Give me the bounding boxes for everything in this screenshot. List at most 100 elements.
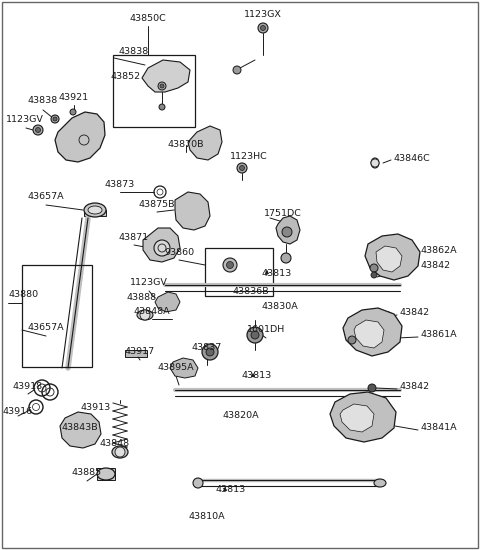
Text: 43870B: 43870B: [168, 140, 204, 148]
Circle shape: [160, 84, 164, 88]
Text: 43921: 43921: [59, 92, 89, 102]
Text: 43838: 43838: [28, 96, 58, 104]
Text: 1123HC: 1123HC: [230, 151, 268, 161]
Ellipse shape: [371, 158, 379, 168]
Bar: [113, 55, 195, 127]
Circle shape: [70, 109, 76, 115]
Text: 43861A: 43861A: [420, 331, 456, 339]
Text: 43657A: 43657A: [28, 191, 64, 201]
Circle shape: [240, 166, 244, 170]
Text: 1123GV: 1123GV: [130, 278, 168, 288]
Text: 43813: 43813: [242, 371, 272, 381]
Circle shape: [206, 348, 214, 356]
Bar: [22, 265, 92, 367]
Bar: [205, 248, 273, 296]
Ellipse shape: [137, 310, 153, 320]
Text: 43842: 43842: [399, 309, 429, 317]
Circle shape: [258, 23, 268, 33]
Text: 43913: 43913: [81, 404, 111, 412]
Bar: [97, 468, 115, 480]
Text: 43850C: 43850C: [130, 14, 167, 23]
Circle shape: [140, 310, 150, 320]
Text: 43842: 43842: [420, 261, 450, 270]
Circle shape: [371, 272, 377, 278]
Circle shape: [227, 261, 233, 268]
Text: 43862A: 43862A: [420, 245, 456, 255]
Text: 43917: 43917: [125, 348, 155, 356]
Polygon shape: [276, 216, 300, 244]
Text: 43852: 43852: [111, 72, 141, 80]
Text: 43820A: 43820A: [223, 411, 259, 421]
Polygon shape: [60, 412, 101, 448]
Circle shape: [251, 331, 259, 339]
Text: 43885: 43885: [72, 469, 102, 477]
Text: 43918: 43918: [13, 382, 43, 392]
Circle shape: [370, 264, 378, 272]
Circle shape: [202, 344, 218, 360]
Text: 43836B: 43836B: [233, 288, 269, 296]
Text: 1123GX: 1123GX: [244, 9, 282, 19]
Text: 43846C: 43846C: [393, 153, 430, 162]
Ellipse shape: [97, 468, 115, 480]
Text: 43838: 43838: [119, 47, 149, 56]
Text: 43895A: 43895A: [158, 364, 194, 372]
Circle shape: [247, 327, 263, 343]
Polygon shape: [340, 404, 374, 432]
Bar: [125, 350, 147, 357]
Text: 43873: 43873: [105, 179, 135, 189]
Polygon shape: [354, 320, 384, 348]
Text: 93860: 93860: [164, 248, 194, 256]
Text: 43888: 43888: [127, 294, 157, 302]
Circle shape: [154, 240, 170, 256]
Circle shape: [193, 478, 203, 488]
Text: 43813: 43813: [216, 486, 246, 494]
Polygon shape: [142, 60, 190, 92]
Circle shape: [159, 104, 165, 110]
Polygon shape: [365, 234, 420, 280]
Text: 43810A: 43810A: [189, 513, 225, 521]
Circle shape: [36, 128, 40, 133]
Circle shape: [233, 66, 241, 74]
Circle shape: [115, 447, 125, 457]
Text: 43843B: 43843B: [62, 424, 98, 432]
Circle shape: [384, 312, 392, 320]
Ellipse shape: [374, 479, 386, 487]
Text: 43837: 43837: [192, 344, 222, 353]
Polygon shape: [343, 308, 402, 356]
Polygon shape: [175, 192, 210, 230]
Polygon shape: [376, 246, 402, 272]
Text: 43880: 43880: [8, 290, 38, 300]
Text: 43916: 43916: [3, 408, 33, 416]
Circle shape: [282, 227, 292, 237]
Circle shape: [33, 125, 43, 135]
Bar: [84, 210, 106, 216]
Ellipse shape: [84, 203, 106, 217]
Text: 43848A: 43848A: [134, 307, 170, 316]
Text: 43813: 43813: [262, 268, 292, 278]
Text: 43830A: 43830A: [262, 302, 299, 311]
Circle shape: [158, 82, 166, 90]
Polygon shape: [155, 292, 180, 312]
Circle shape: [53, 117, 57, 121]
Polygon shape: [170, 358, 198, 378]
Circle shape: [51, 115, 59, 123]
Text: 1751DC: 1751DC: [264, 208, 302, 217]
Circle shape: [371, 159, 379, 167]
Polygon shape: [188, 126, 222, 160]
Ellipse shape: [112, 446, 128, 458]
Circle shape: [348, 336, 356, 344]
Text: 1601DH: 1601DH: [247, 326, 285, 334]
Circle shape: [368, 384, 376, 392]
Text: 43841A: 43841A: [420, 424, 456, 432]
Circle shape: [281, 253, 291, 263]
Text: 43875B: 43875B: [139, 200, 175, 208]
Polygon shape: [330, 392, 396, 442]
Ellipse shape: [88, 206, 102, 214]
Circle shape: [237, 163, 247, 173]
Text: 1123GV: 1123GV: [6, 114, 44, 124]
Circle shape: [261, 25, 265, 30]
Polygon shape: [143, 228, 180, 262]
Text: 43842: 43842: [399, 382, 429, 392]
Text: 43848: 43848: [100, 439, 130, 448]
Polygon shape: [55, 112, 105, 162]
